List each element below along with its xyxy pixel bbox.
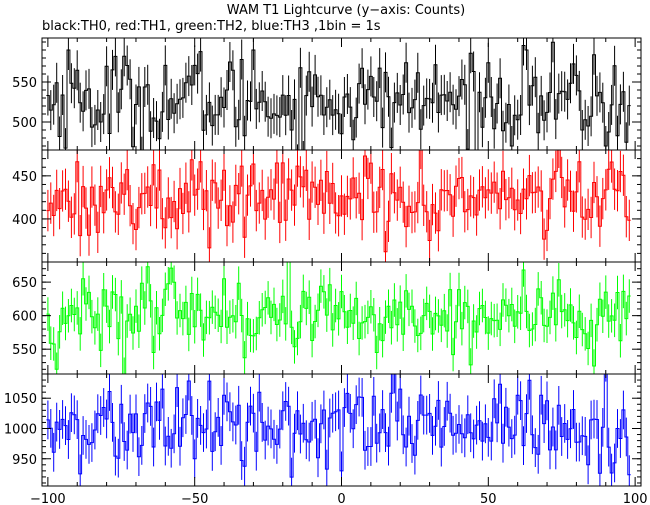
- panel-th1: 400 450: [12, 149, 642, 263]
- y-tick-label: 450: [12, 170, 37, 185]
- y-tick-label: 400: [12, 213, 37, 228]
- y-tick-label: 950: [12, 453, 37, 468]
- panel-th0: 500 550: [12, 37, 642, 151]
- series-th0: [46, 38, 631, 150]
- series-th3: [46, 374, 631, 486]
- x-tick-label: 50: [480, 492, 497, 505]
- panel-th3: 950 1000 1050: [4, 373, 642, 487]
- y-tick-label: 550: [12, 76, 37, 91]
- panels: 500 550 400 450 550 600 650 950 1000 1050 −100 −50 0…: [4, 37, 648, 505]
- chart-title: WAM T1 Lightcurve (y−axis: Counts): [227, 3, 465, 18]
- x-tick-label: −50: [181, 492, 208, 505]
- series-th1: [46, 150, 631, 262]
- x-tick-label: 0: [337, 492, 345, 505]
- y-tick-label: 550: [12, 343, 37, 358]
- y-tick-label: 650: [12, 276, 37, 291]
- x-tick-label: 100: [623, 492, 648, 505]
- series-step-line: [46, 41, 631, 150]
- y-tick-label: 1000: [4, 422, 37, 437]
- series-step-line: [46, 374, 631, 478]
- x-tick-label: −100: [30, 492, 66, 505]
- panel-th2: 550 600 650: [12, 261, 642, 375]
- y-tick-label: 1050: [4, 392, 37, 407]
- y-tick-label: 500: [12, 116, 37, 131]
- series-th2: [46, 262, 631, 374]
- chart-subtitle: black:TH0, red:TH1, green:TH2, blue:TH3 …: [42, 19, 381, 34]
- y-tick-label: 600: [12, 310, 37, 325]
